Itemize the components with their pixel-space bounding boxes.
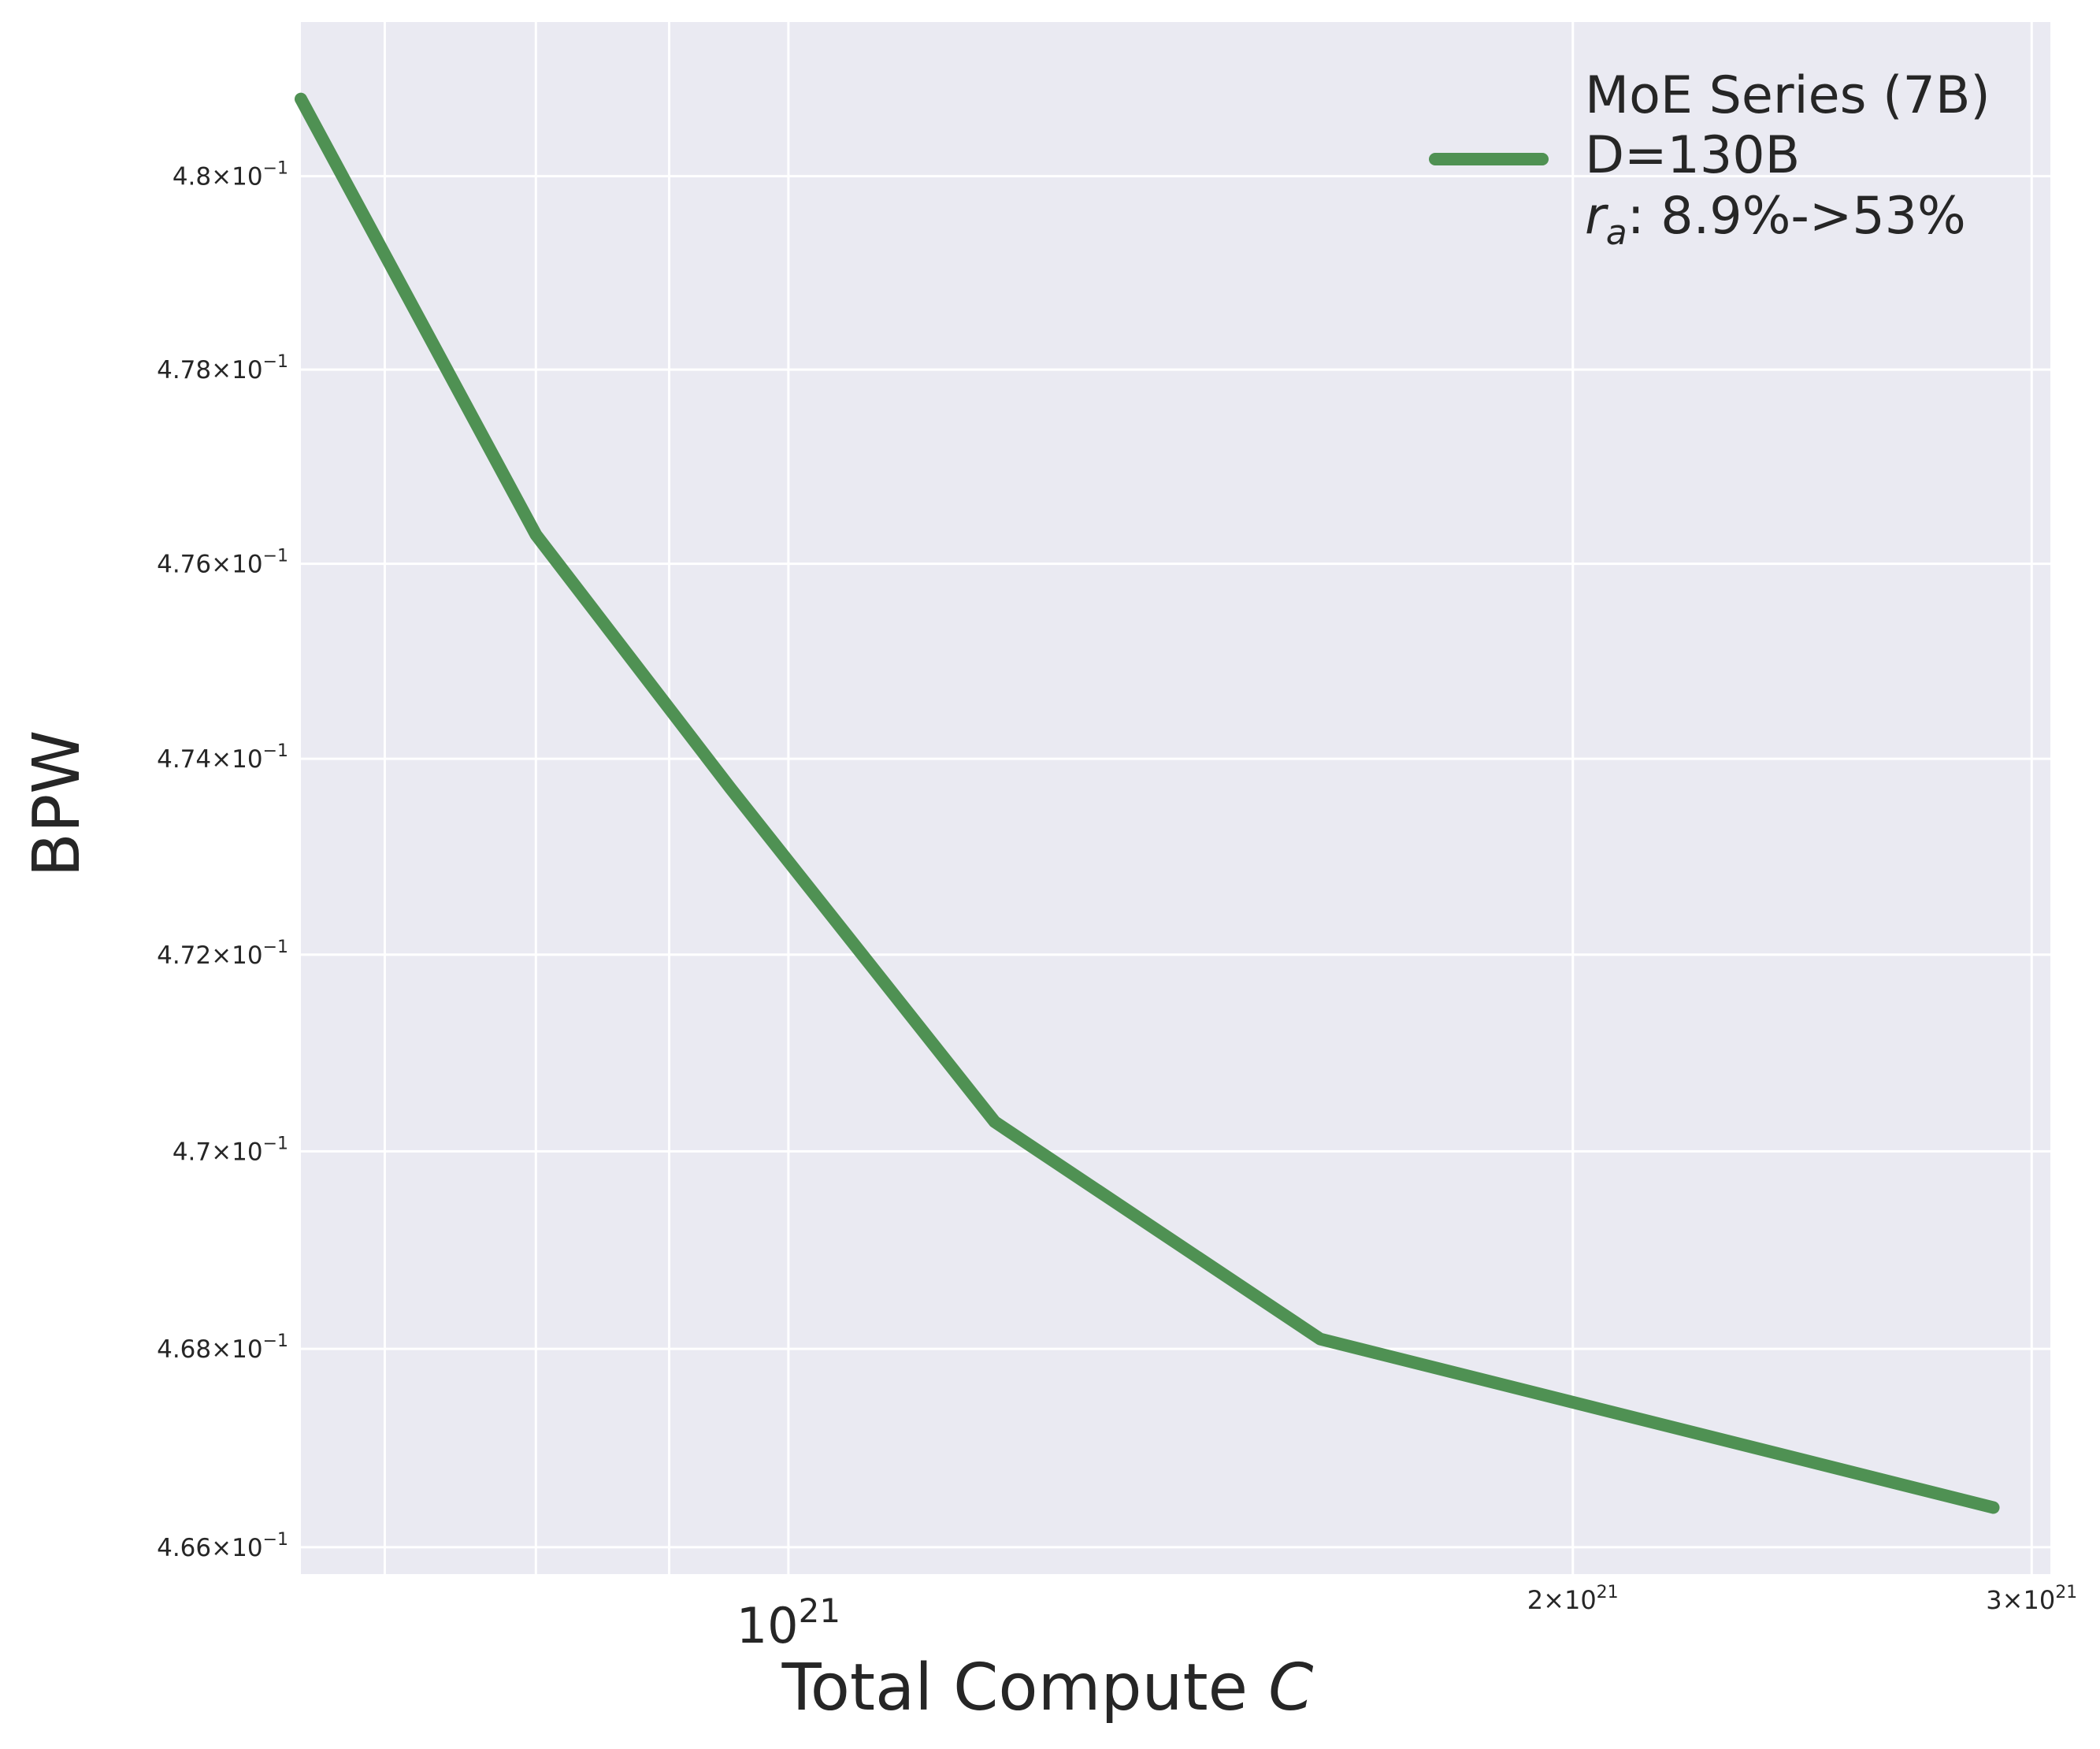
legend-line-2: D=130B bbox=[1585, 126, 1800, 185]
y-tick-label: 4.66×10−1 bbox=[157, 1530, 288, 1562]
series-layer bbox=[295, 92, 2000, 1514]
x-tick-label-minor: 2×1021 bbox=[1527, 1583, 1619, 1615]
x-axis-label: Total Compute C bbox=[781, 1651, 1314, 1725]
legend: MoE Series (7B) D=130B ra: 8.9%->53% bbox=[1429, 66, 1991, 253]
plot-area bbox=[301, 22, 2050, 1574]
x-axis-label-text: Total Compute bbox=[781, 1651, 1248, 1725]
x-axis-label-var: C bbox=[1268, 1651, 1313, 1725]
y-tick-label: 4.74×10−1 bbox=[157, 741, 288, 774]
legend-line-1: MoE Series (7B) bbox=[1585, 66, 1991, 125]
series-line bbox=[295, 92, 2000, 1514]
y-tick-label: 4.8×10−1 bbox=[173, 159, 288, 191]
y-tick-label: 4.7×10−1 bbox=[173, 1134, 288, 1166]
x-tick-label-major: 1021 bbox=[736, 1591, 840, 1654]
y-tick-label: 4.76×10−1 bbox=[157, 547, 288, 579]
legend-ratio-text: : 8.9%->53% bbox=[1627, 187, 1966, 246]
legend-ratio-subscript: a bbox=[1606, 213, 1627, 253]
x-tick-label-minor: 3×1021 bbox=[1986, 1583, 2077, 1615]
y-tick-label: 4.78×10−1 bbox=[157, 352, 288, 384]
y-axis-ticks: 4.66×10−1 4.68×10−1 4.7×10−1 4.72×10−1 4.74×… bbox=[157, 159, 288, 1562]
legend-line-3: ra: 8.9%->53% bbox=[1585, 187, 1966, 253]
y-tick-label: 4.72×10−1 bbox=[157, 938, 288, 970]
y-tick-label: 4.68×10−1 bbox=[157, 1331, 288, 1364]
y-axis-label: BPW bbox=[20, 730, 95, 878]
grid-lines bbox=[209, 22, 2050, 1574]
legend-ratio-symbol: r bbox=[1585, 187, 1609, 246]
x-axis-ticks: 1021 2×1021 3×1021 bbox=[736, 1583, 2077, 1654]
